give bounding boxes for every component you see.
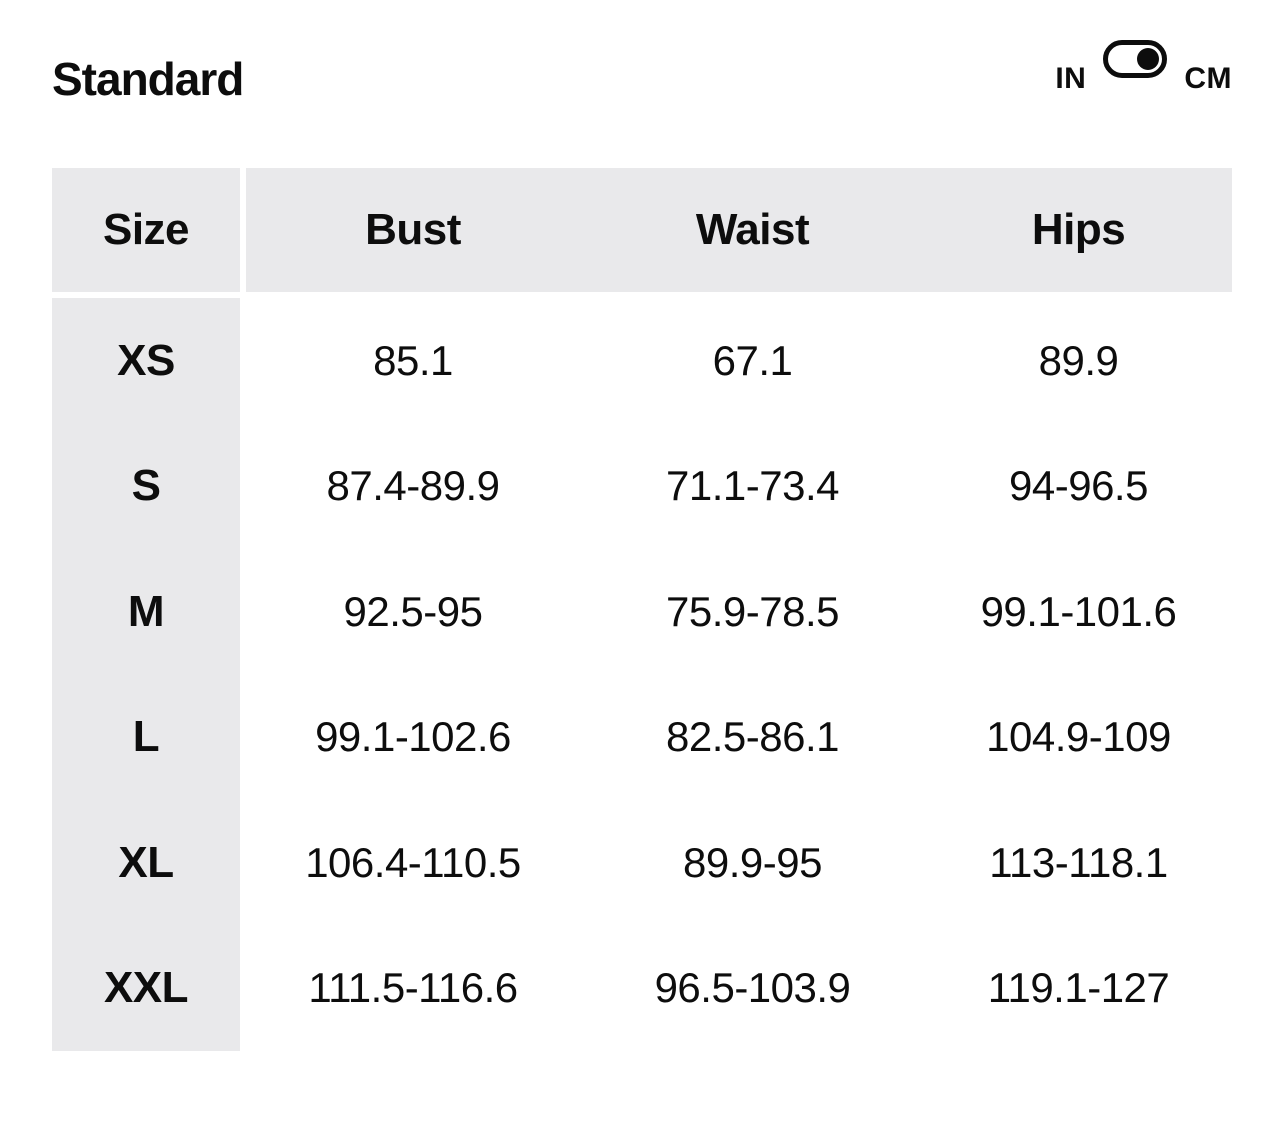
column-divider	[240, 925, 246, 1051]
column-header-waist: Waist	[580, 168, 925, 292]
waist-value-xs: 67.1	[712, 336, 793, 384]
unit-switch: IN CM	[1055, 40, 1232, 98]
bust-value-xxl: 111.5-116.6	[308, 964, 518, 1012]
size-cell-xs: XS	[52, 298, 240, 424]
size-cell-m: M	[52, 549, 240, 675]
waist-value-m: 75.9-78.5	[666, 587, 839, 635]
column-header-hips: Hips	[925, 168, 1232, 292]
hips-value-xs: 89.9	[1038, 336, 1119, 384]
waist-value-s: 71.1-73.4	[666, 462, 839, 510]
size-cell-s: S	[52, 423, 240, 549]
size-cell-l: L	[52, 674, 240, 800]
unit-label-in[interactable]: IN	[1055, 62, 1087, 95]
hips-value-s: 94-96.5	[1009, 462, 1148, 510]
bust-value-s: 87.4-89.9	[326, 462, 500, 510]
column-header-bust: Bust	[246, 168, 580, 292]
hips-value-l: 104.9-109	[986, 713, 1171, 761]
column-divider	[240, 168, 246, 292]
column-divider	[240, 800, 246, 926]
column-divider	[240, 674, 246, 800]
waist-value-l: 82.5-86.1	[666, 713, 839, 761]
page-title: Standard	[52, 53, 244, 105]
column-divider	[240, 549, 246, 675]
size-chart-table: Size Bust Waist Hips XS 85.1 67.1 89.9 S…	[52, 168, 1232, 1051]
column-divider	[240, 423, 246, 549]
size-cell-xl: XL	[52, 800, 240, 926]
waist-value-xl: 89.9-95	[683, 838, 822, 886]
bust-value-l: 99.1-102.6	[315, 713, 511, 761]
unit-toggle[interactable]	[1103, 40, 1168, 78]
hips-value-m: 99.1-101.6	[980, 587, 1177, 635]
header-body-divider	[52, 292, 1232, 298]
bust-value-m: 92.5-95	[343, 587, 483, 635]
topbar: Standard IN CM	[52, 40, 1232, 105]
hips-value-xl: 113-118.1	[989, 838, 1168, 886]
bust-value-xs: 85.1	[373, 336, 453, 384]
unit-label-cm[interactable]: CM	[1184, 62, 1232, 95]
waist-value-xxl: 96.5-103.9	[654, 964, 851, 1012]
column-divider	[240, 298, 246, 424]
hips-value-xxl: 119.1-127	[987, 964, 1170, 1012]
toggle-knob-icon	[1137, 48, 1160, 70]
bust-value-xl: 106.4-110.5	[305, 838, 521, 886]
column-header-size: Size	[52, 168, 240, 292]
size-cell-xxl: XXL	[52, 925, 240, 1051]
